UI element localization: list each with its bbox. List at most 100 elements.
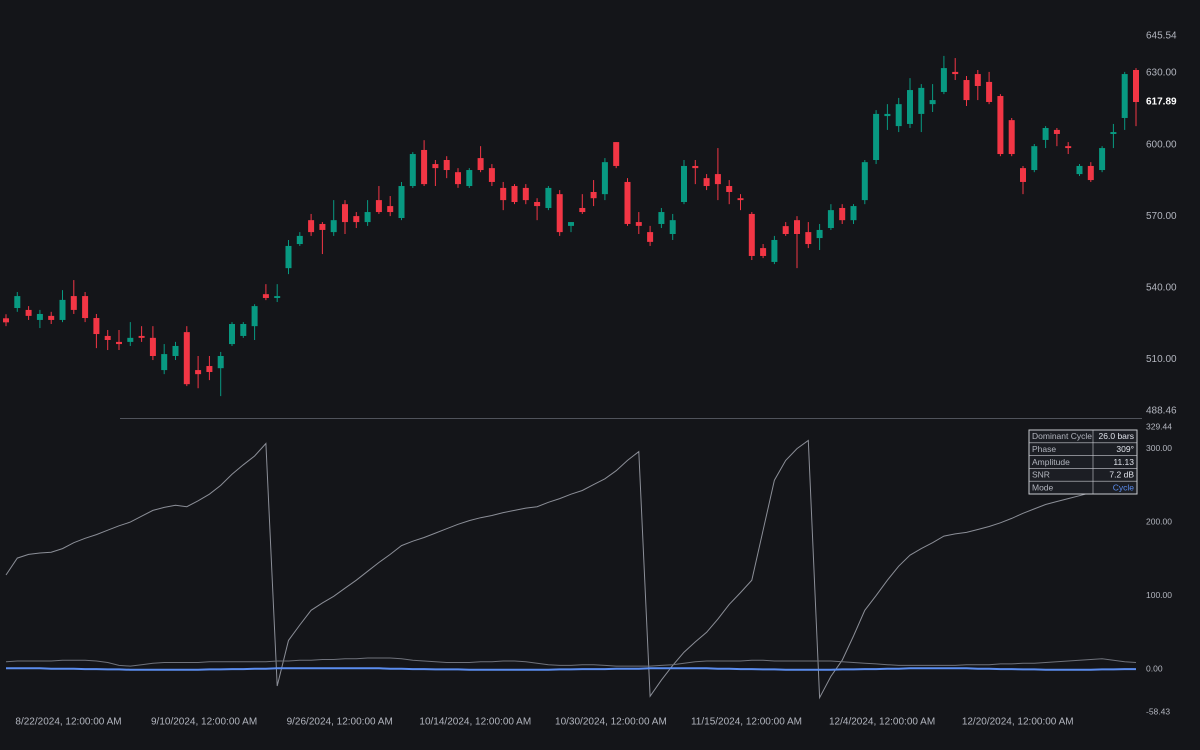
candle-body — [511, 186, 518, 203]
candle-body — [443, 159, 450, 171]
candle-body — [398, 186, 405, 219]
candle-body — [534, 202, 541, 207]
candle-body — [138, 335, 145, 338]
candle-body — [319, 223, 326, 230]
table-key: Dominant Cycle — [1032, 431, 1092, 441]
candle-body — [500, 187, 507, 201]
candle-body — [1053, 129, 1060, 134]
candle-body — [421, 149, 428, 185]
candle-body — [1020, 168, 1026, 182]
y-tick-label: 630.00 — [1146, 68, 1177, 79]
candle-body — [681, 165, 687, 203]
x-tick-label: 9/10/2024, 12:00:00 AM — [151, 717, 257, 728]
candle-body — [488, 168, 495, 182]
candle-body — [1133, 69, 1139, 103]
candle-body — [884, 113, 891, 117]
candle-body — [466, 170, 473, 187]
candle-body — [658, 212, 665, 224]
candle-body — [59, 299, 66, 320]
candle-body — [251, 306, 258, 327]
candle-body — [974, 74, 981, 86]
candle-body — [477, 158, 484, 171]
candle-body — [929, 100, 936, 105]
candle-body — [952, 71, 959, 75]
y-tick-label: 645.54 — [1146, 31, 1177, 42]
candle-body — [861, 162, 868, 201]
candle-body — [579, 207, 586, 213]
candle-body — [794, 220, 800, 235]
y-tick-label: 0.00 — [1146, 663, 1163, 673]
candle-body — [1008, 120, 1015, 155]
candle-body — [1031, 146, 1038, 171]
table-key: SNR — [1032, 470, 1050, 480]
candle-body — [161, 354, 168, 371]
y-tick-label: 600.00 — [1146, 139, 1177, 150]
candle-body — [432, 164, 439, 169]
candle-body — [364, 212, 371, 223]
candle-body — [873, 113, 880, 160]
candle-body — [1076, 165, 1083, 175]
candle-body — [692, 165, 699, 169]
candle-body — [907, 90, 913, 124]
candle-body — [70, 296, 77, 310]
candle-body — [93, 318, 100, 335]
candle-body — [308, 220, 315, 233]
candle-body — [986, 81, 993, 102]
candle-body — [714, 174, 721, 185]
candle-body — [771, 239, 778, 262]
table-value: 26.0 bars — [1099, 431, 1134, 441]
candle-body — [669, 220, 676, 235]
x-tick-label: 11/15/2024, 12:00:00 AM — [691, 717, 802, 728]
candle-body — [375, 200, 382, 213]
candle-body — [240, 324, 247, 336]
table-frame — [1028, 429, 1138, 495]
y-tick-label: 329.44 — [1146, 421, 1172, 431]
info-table: Dominant Cycle 26.0 bars Phase 309° Amplitud… — [1028, 429, 1138, 495]
candle-body — [1099, 148, 1106, 171]
candle-body — [522, 187, 529, 201]
candle-body — [748, 213, 755, 256]
candle-body — [827, 210, 834, 229]
table-value: 11.13 — [1113, 457, 1134, 467]
y-tick-label: 510.00 — [1146, 354, 1177, 365]
candle-body — [455, 172, 461, 185]
candle-body — [229, 324, 235, 345]
candle-body — [895, 104, 902, 127]
candle-body — [274, 296, 281, 298]
table-value: Cycle — [1113, 482, 1135, 492]
candle-body — [816, 229, 823, 239]
candle-body — [601, 162, 608, 195]
candle-body — [613, 142, 620, 166]
candle-body — [839, 207, 846, 221]
last-price-label: 617.89 — [1146, 97, 1177, 108]
candle-body — [206, 366, 213, 372]
candle-body — [1110, 132, 1117, 134]
candle-body — [568, 222, 574, 226]
candle-body — [805, 232, 812, 245]
candle-body — [342, 204, 348, 223]
candle-body — [624, 181, 631, 224]
candle-body — [963, 80, 970, 101]
x-tick-label: 8/22/2024, 12:00:00 AM — [15, 717, 121, 728]
candle-body — [330, 220, 337, 233]
candle-body — [387, 206, 394, 213]
y-tick-label: -58.43 — [1146, 706, 1170, 716]
candle-body — [1065, 146, 1072, 149]
y-tick-label: 100.00 — [1146, 590, 1172, 600]
table-value: 309° — [1116, 444, 1134, 454]
candle-body — [172, 345, 179, 356]
y-tick-label: 570.00 — [1146, 211, 1177, 222]
candle-body — [409, 154, 416, 187]
candle-body — [590, 191, 597, 199]
candle-body — [782, 226, 789, 235]
candle-body — [3, 318, 9, 323]
candle-body — [217, 355, 224, 369]
candle-body — [1087, 165, 1094, 181]
candle-body — [545, 187, 552, 208]
candle-body — [353, 216, 360, 223]
table-key: Mode — [1032, 482, 1054, 492]
candle-body — [48, 315, 55, 320]
